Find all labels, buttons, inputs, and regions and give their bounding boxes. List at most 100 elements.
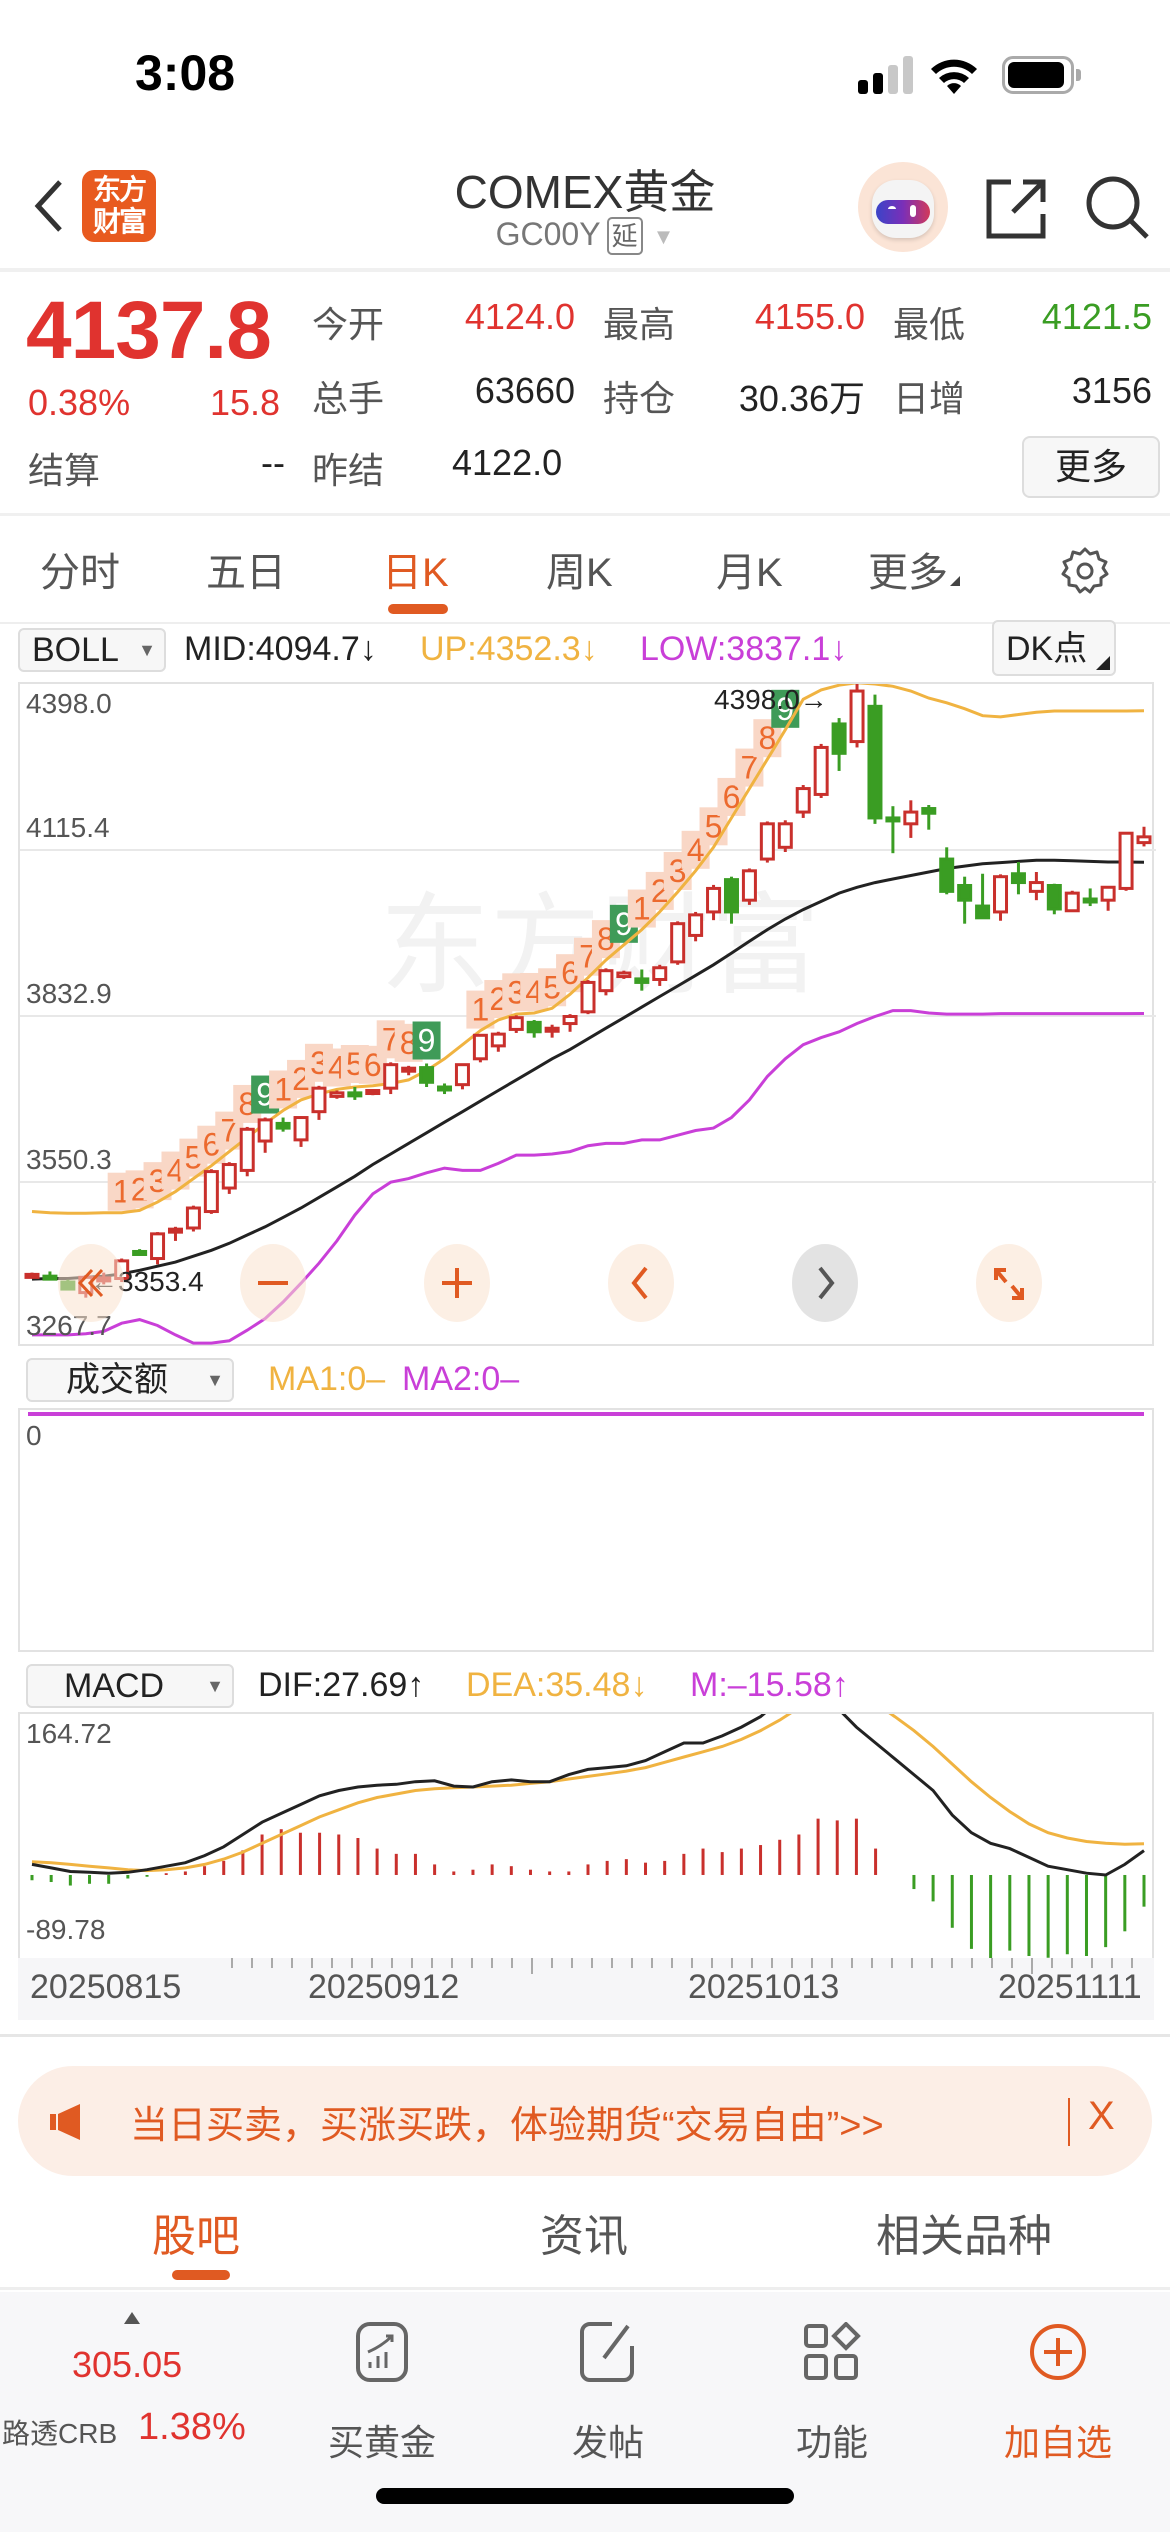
y-tick-label: 3550.3 bbox=[26, 1144, 112, 1175]
y-tick-label: 164.72 bbox=[26, 1718, 112, 1749]
megaphone-icon bbox=[48, 2102, 88, 2142]
tab-more[interactable]: 更多 bbox=[868, 540, 960, 598]
active-tab-indicator bbox=[388, 604, 448, 614]
boll-low: LOW:3837.1↓ bbox=[640, 630, 848, 668]
buy-gold-label: 买黄金 bbox=[327, 2422, 436, 2463]
low-marker-value: 3353.4 bbox=[118, 1266, 204, 1297]
chart-up-icon bbox=[356, 2322, 408, 2382]
y-tick-label: 3832.9 bbox=[26, 978, 112, 1009]
y-tick-label: -89.78 bbox=[26, 1914, 106, 1945]
banner-text[interactable]: 当日买卖，买涨买跌，体验期货“交易自由”>> bbox=[130, 2105, 884, 2147]
open-interest-label: 持仓 bbox=[603, 378, 676, 419]
pan-left-button[interactable] bbox=[608, 1244, 674, 1322]
tab-daily-k[interactable]: 日K bbox=[382, 551, 449, 595]
more-quote-button[interactable]: 更多 bbox=[1022, 436, 1160, 498]
home-indicator[interactable] bbox=[376, 2488, 794, 2504]
low-label: 最低 bbox=[893, 304, 966, 345]
zoom-out-button[interactable] bbox=[240, 1244, 306, 1322]
zoom-in-button[interactable] bbox=[424, 1244, 490, 1322]
macd-indicator-select[interactable]: MACD ▼ bbox=[26, 1664, 234, 1708]
open-label: 今开 bbox=[312, 304, 385, 345]
open-value: 4124.0 bbox=[464, 296, 575, 337]
y-tick-label: 4115.4 bbox=[26, 812, 110, 843]
svg-text:8: 8 bbox=[758, 720, 776, 756]
boll-up: UP:4352.3↓ bbox=[420, 630, 598, 668]
date-tick-label: 20251111 bbox=[998, 1968, 1142, 2006]
add-watchlist-label: 加自选 bbox=[1003, 2422, 1112, 2463]
volume-ma-line bbox=[28, 1412, 1144, 1416]
settle-value: -- bbox=[261, 442, 285, 483]
symbol-selector[interactable]: GC00Y 延 ▼ bbox=[0, 216, 1170, 255]
tab-forum[interactable]: 股吧 bbox=[152, 2212, 240, 2261]
dropdown-arrow-icon: ▼ bbox=[206, 1676, 224, 1696]
corner-triangle-icon bbox=[1096, 656, 1110, 670]
volume-indicator-label: 成交额 bbox=[66, 1361, 168, 1399]
app-logo[interactable]: 东方 财富 bbox=[82, 170, 156, 242]
grid-icon bbox=[804, 2322, 861, 2380]
high-marker-value: 4398.0 bbox=[714, 684, 800, 715]
macd-dea: DEA:35.48↓ bbox=[466, 1666, 648, 1704]
y-tick-label: 4398.0 bbox=[26, 688, 112, 719]
dropdown-arrow-icon: ▼ bbox=[138, 640, 156, 660]
related-index-ticker[interactable]: 305.05 路透CRB 1.38% bbox=[0, 2292, 260, 2492]
svg-text:6: 6 bbox=[723, 779, 741, 815]
date-tick-label: 20251013 bbox=[688, 1968, 840, 2006]
index-value: 305.05 bbox=[72, 2344, 183, 2385]
high-value: 4155.0 bbox=[754, 296, 865, 337]
banner-divider bbox=[1068, 2098, 1070, 2146]
index-name: 路透CRB bbox=[2, 2418, 118, 2449]
daily-increase-value: 3156 bbox=[1071, 370, 1152, 411]
volume-chart[interactable]: 0 bbox=[18, 1408, 1154, 1652]
tab-intraday[interactable]: 分时 bbox=[40, 551, 120, 595]
share-icon[interactable] bbox=[985, 178, 1047, 240]
back-button[interactable] bbox=[28, 176, 68, 236]
tab-monthly-k[interactable]: 月K bbox=[716, 551, 783, 595]
search-icon[interactable] bbox=[1085, 175, 1151, 241]
index-percent: 1.38% bbox=[138, 2406, 246, 2448]
close-icon[interactable]: X bbox=[1088, 2094, 1115, 2138]
volume-ma1: MA1:0– bbox=[268, 1360, 386, 1398]
tab-related[interactable]: 相关品种 bbox=[876, 2212, 1052, 2261]
tab-five-day[interactable]: 五日 bbox=[206, 551, 286, 595]
macd-dif: DIF:27.69↑ bbox=[258, 1666, 425, 1704]
fullscreen-button[interactable] bbox=[976, 1244, 1042, 1322]
date-axis: 20250815 20250912 20251013 20251111 bbox=[18, 1958, 1154, 2020]
daily-increase-label: 日增 bbox=[893, 378, 966, 419]
ai-assistant-avatar[interactable] bbox=[858, 162, 948, 252]
edit-icon bbox=[580, 2322, 634, 2382]
corner-triangle-icon bbox=[950, 576, 960, 586]
battery-icon bbox=[1002, 56, 1082, 94]
macd-chart[interactable]: 164.72 -89.78 bbox=[18, 1712, 1154, 1962]
macd-plot bbox=[30, 1714, 1146, 1962]
main-indicator-select[interactable]: BOLL ▼ bbox=[18, 628, 166, 672]
tab-news[interactable]: 资讯 bbox=[540, 2212, 628, 2261]
boll-mid: MID:4094.7↓ bbox=[184, 630, 377, 668]
pan-right-button[interactable] bbox=[792, 1244, 858, 1322]
date-tick-label: 20250912 bbox=[308, 1968, 460, 2006]
kline-plot: 东方财富123456789123456789123456789123456789 bbox=[20, 684, 1156, 1345]
high-marker: 4398.0→ bbox=[714, 684, 828, 715]
tab-weekly-k[interactable]: 周K bbox=[546, 551, 613, 595]
promo-banner[interactable]: 当日买卖，买涨买跌，体验期货“交易自由”>> X bbox=[18, 2066, 1152, 2176]
macd-indicator-label: MACD bbox=[64, 1667, 165, 1705]
low-value: 4121.5 bbox=[1041, 296, 1152, 337]
date-tick-label: 20250815 bbox=[30, 1968, 182, 2006]
prev-settle-value: 4122.0 bbox=[452, 442, 563, 483]
volume-indicator-select[interactable]: 成交额 ▼ bbox=[26, 1358, 234, 1402]
change-percent: 0.38% bbox=[28, 382, 131, 423]
dk-point-button[interactable]: DK点 bbox=[992, 620, 1116, 676]
content-tabs: 股吧 资讯 相关品种 bbox=[0, 2200, 1170, 2290]
logo-text-1: 东方 bbox=[92, 174, 147, 205]
symbol-code: GC00Y bbox=[495, 216, 601, 252]
scroll-to-start-button[interactable] bbox=[58, 1244, 124, 1322]
macd-m: M:–15.58↑ bbox=[690, 1666, 849, 1704]
signal-icon bbox=[858, 56, 918, 94]
settings-gear-icon[interactable] bbox=[1060, 546, 1110, 596]
plus-circle-icon bbox=[1030, 2324, 1086, 2380]
svg-text:9: 9 bbox=[776, 691, 794, 727]
kline-chart[interactable]: 东方财富123456789123456789123456789123456789… bbox=[18, 682, 1156, 1346]
dropdown-arrow-icon: ▼ bbox=[206, 1370, 224, 1390]
svg-text:9: 9 bbox=[418, 1022, 436, 1058]
section-divider bbox=[0, 2034, 1170, 2037]
svg-text:7: 7 bbox=[741, 750, 759, 786]
